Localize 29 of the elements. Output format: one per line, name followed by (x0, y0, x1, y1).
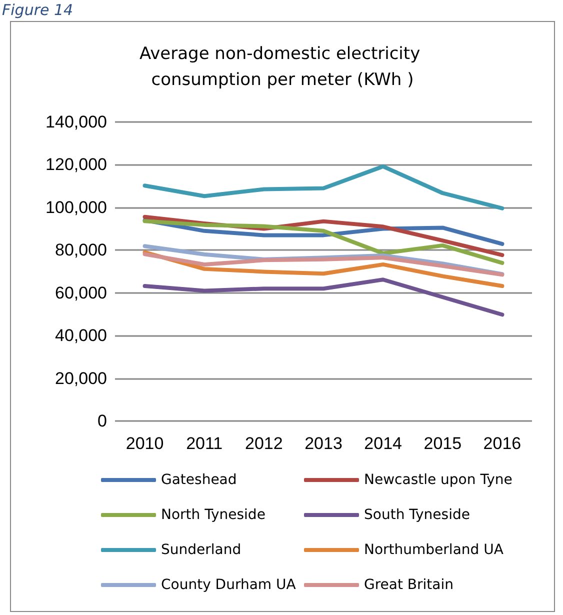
x-tick-label: 2012 (245, 434, 283, 453)
legend-label: Gateshead (161, 472, 237, 488)
legend-label: North Tyneside (161, 507, 266, 523)
y-tick-label: 0 (98, 412, 107, 430)
x-tick-label: 2013 (304, 434, 342, 453)
x-tick-label: 2014 (364, 434, 402, 453)
legend-label: Northumberland UA (364, 542, 504, 558)
legend-label: Sunderland (161, 542, 242, 558)
line-series (142, 278, 504, 317)
y-tick-label: 120,000 (46, 155, 107, 174)
legend-label: Great Britain (364, 577, 454, 593)
line-series (142, 219, 504, 265)
y-tick-label: 140,000 (46, 112, 107, 132)
y-tick-label: 60,000 (55, 283, 107, 302)
y-tick-label: 80,000 (55, 240, 107, 260)
chart-title: Average non-domestic electricity consumption per meter (KWh ) (139, 44, 426, 90)
line-series (142, 164, 504, 210)
x-tick-label: 2011 (186, 434, 223, 453)
x-tick-label: 2016 (483, 434, 522, 453)
x-tick-label: 2010 (126, 434, 164, 453)
y-tick-label: 100,000 (46, 198, 107, 217)
caption: Figure 14 (2, 1, 74, 19)
legend-label: South Tyneside (364, 507, 470, 523)
y-tick-label: 40,000 (55, 326, 107, 346)
legend-label: County Durham UA (161, 577, 296, 593)
legend-label: Newcastle upon Tyne (364, 472, 512, 488)
x-tick-label: 2015 (424, 434, 462, 453)
line-series (142, 252, 504, 277)
y-tick-label: 20,000 (55, 368, 107, 388)
